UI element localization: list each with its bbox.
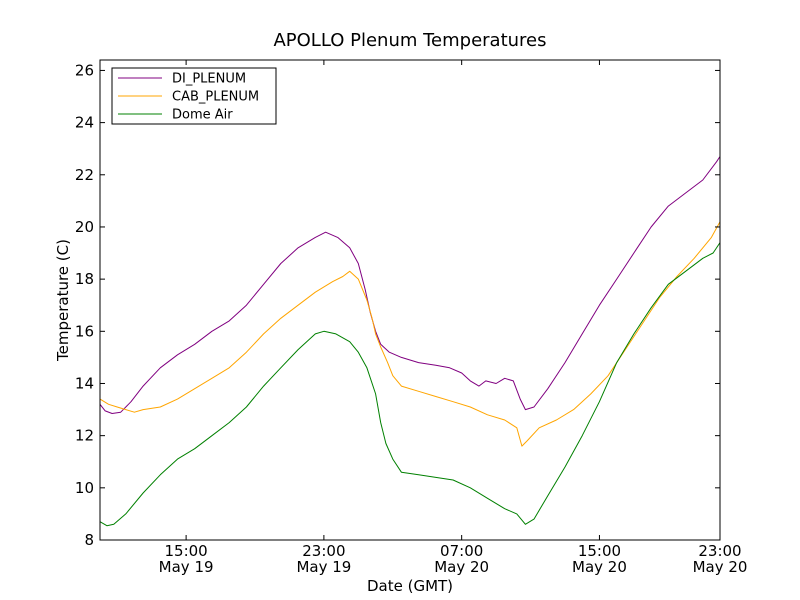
x-tick-date-3: May 20 <box>572 558 627 576</box>
y-tick-label-3: 14 <box>75 374 94 392</box>
y-tick-label-4: 16 <box>75 322 94 340</box>
legend-label-0: DI_PLENUM <box>172 72 246 87</box>
y-axis-ticks: 8 10 12 14 16 18 20 22 24 26 <box>75 61 720 549</box>
y-tick-label-2: 12 <box>75 427 94 445</box>
y-tick-label-1: 10 <box>75 479 94 497</box>
y-tick-label-5: 18 <box>75 270 94 288</box>
series-line-0 <box>99 156 721 414</box>
x-tick-time-2: 07:00 <box>440 542 483 560</box>
x-tick-date-0: May 19 <box>159 558 214 576</box>
series-layer <box>99 156 721 527</box>
series-line-2 <box>99 242 721 527</box>
y-tick-label-7: 22 <box>75 166 94 184</box>
series-line-1 <box>99 221 721 447</box>
legend-label-2: Dome Air <box>172 108 233 123</box>
y-tick-label-0: 8 <box>84 531 94 549</box>
x-tick-date-2: May 20 <box>434 558 489 576</box>
x-axis-title: Date (GMT) <box>367 577 453 595</box>
y-axis-title: Temperature (C) <box>54 239 72 362</box>
y-tick-label-6: 20 <box>75 218 94 236</box>
legend: DI_PLENUM CAB_PLENUM Dome Air <box>111 67 277 125</box>
x-tick-time-1: 23:00 <box>302 542 345 560</box>
x-tick-date-4: May 20 <box>693 558 748 576</box>
x-tick-date-1: May 19 <box>296 558 351 576</box>
legend-label-1: CAB_PLENUM <box>172 90 259 105</box>
y-tick-label-8: 24 <box>75 114 94 132</box>
chart-title: APOLLO Plenum Temperatures <box>273 30 546 51</box>
x-tick-time-4: 23:00 <box>698 542 741 560</box>
plot-frame <box>99 59 721 541</box>
x-tick-time-3: 15:00 <box>578 542 621 560</box>
x-tick-time-0: 15:00 <box>164 542 207 560</box>
y-tick-label-9: 26 <box>75 61 94 79</box>
